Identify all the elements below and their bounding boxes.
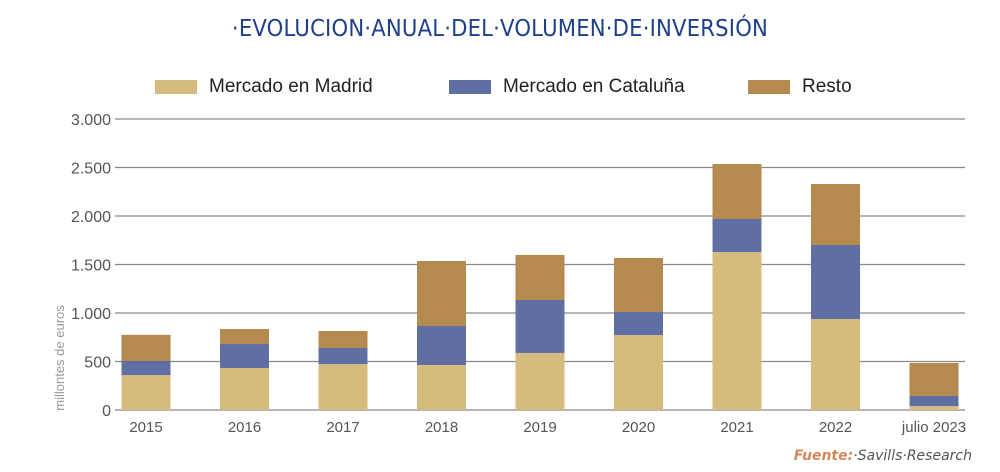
x-tick-label: 2015 <box>129 419 162 436</box>
bar-segment-mercado-en-catalu-a <box>121 361 171 376</box>
bars <box>121 164 959 410</box>
bar-segment-resto <box>614 258 663 313</box>
bar-segment-resto <box>909 362 959 396</box>
x-tick-label: 2020 <box>622 419 655 436</box>
x-tick-label: julio 2023 <box>901 419 966 436</box>
bar-segment-resto <box>121 334 171 362</box>
x-axis-ticks: 2015 2016 2017 2018 2019 2020 2021 2022 julio 20… <box>129 419 966 436</box>
legend-swatch-resto <box>748 80 790 94</box>
y-axis-title: millontes de euros <box>52 305 67 411</box>
legend-label-cataluna: Mercado en Cataluña <box>503 76 685 97</box>
x-tick-label: 2017 <box>326 419 359 436</box>
bar-segment-mercado-en-madrid <box>318 364 368 410</box>
bar-segment-mercado-en-catalu-a <box>614 312 663 336</box>
chart-title: ·EVOLUCION·ANUAL·DEL·VOLUMEN·DE·INVERSIÓ… <box>231 16 769 42</box>
y-axis-ticks: 0 500 1.000 1.500 2.000 2.500 3.000 <box>71 112 111 420</box>
bar-segment-mercado-en-catalu-a <box>712 219 762 252</box>
y-tick-label: 2.500 <box>71 161 111 178</box>
legend-item-resto: Resto <box>748 76 852 98</box>
bar-segment-mercado-en-catalu-a <box>909 395 959 407</box>
bar-segment-mercado-en-madrid <box>909 406 959 410</box>
bar-segment-mercado-en-madrid <box>220 367 269 410</box>
bar-segment-mercado-en-madrid <box>614 335 663 410</box>
legend-label-resto: Resto <box>802 76 852 97</box>
legend-item-madrid: Mercado en Madrid <box>155 76 373 98</box>
y-tick-label: 2.000 <box>71 209 111 226</box>
bar-stack <box>417 261 466 410</box>
bar-stack <box>318 331 368 410</box>
y-tick-label: 0 <box>102 403 111 420</box>
bar-segment-resto <box>515 254 565 301</box>
bar-stack <box>712 164 762 410</box>
source-note: Fuente:·Savills·Research <box>794 447 972 464</box>
bar-segment-resto <box>417 261 466 326</box>
bar-segment-resto <box>811 183 860 246</box>
x-tick-label: 2019 <box>523 419 556 436</box>
bar-segment-mercado-en-catalu-a <box>318 348 368 365</box>
y-tick-label: 1.000 <box>71 306 111 323</box>
x-tick-label: 2018 <box>425 419 458 436</box>
bar-stack <box>811 183 860 410</box>
x-tick-label: 2021 <box>720 419 753 436</box>
bar-segment-mercado-en-catalu-a <box>417 325 466 365</box>
legend: Mercado en Madrid Mercado en Cataluña Re… <box>0 76 1000 100</box>
source-text: ·Savills·Research <box>853 448 972 464</box>
bar-segment-mercado-en-catalu-a <box>515 300 565 353</box>
bar-segment-mercado-en-madrid <box>515 352 565 410</box>
bar-stack <box>515 254 565 410</box>
legend-swatch-cataluna <box>449 80 491 94</box>
y-tick-label: 1.500 <box>71 258 111 275</box>
bar-segment-mercado-en-madrid <box>712 251 762 410</box>
bar-stack <box>220 329 269 410</box>
bar-segment-mercado-en-madrid <box>417 364 466 410</box>
bar-segment-resto <box>220 329 269 345</box>
bar-segment-mercado-en-madrid <box>811 319 860 410</box>
bar-stack <box>909 362 959 410</box>
x-tick-label: 2022 <box>819 419 852 436</box>
legend-swatch-madrid <box>155 80 197 94</box>
bar-segment-resto <box>712 164 762 220</box>
bar-stack <box>121 334 171 410</box>
bar-segment-resto <box>318 331 368 349</box>
x-tick-label: 2016 <box>228 419 261 436</box>
bar-segment-mercado-en-madrid <box>121 375 171 410</box>
bar-segment-mercado-en-catalu-a <box>811 245 860 320</box>
y-tick-label: 3.000 <box>71 112 111 129</box>
y-tick-label: 500 <box>84 355 111 372</box>
legend-label-madrid: Mercado en Madrid <box>209 76 373 97</box>
bar-stack <box>614 258 663 410</box>
legend-item-cataluna: Mercado en Cataluña <box>449 76 685 98</box>
bar-segment-mercado-en-catalu-a <box>220 344 269 368</box>
source-label: Fuente: <box>793 448 854 464</box>
